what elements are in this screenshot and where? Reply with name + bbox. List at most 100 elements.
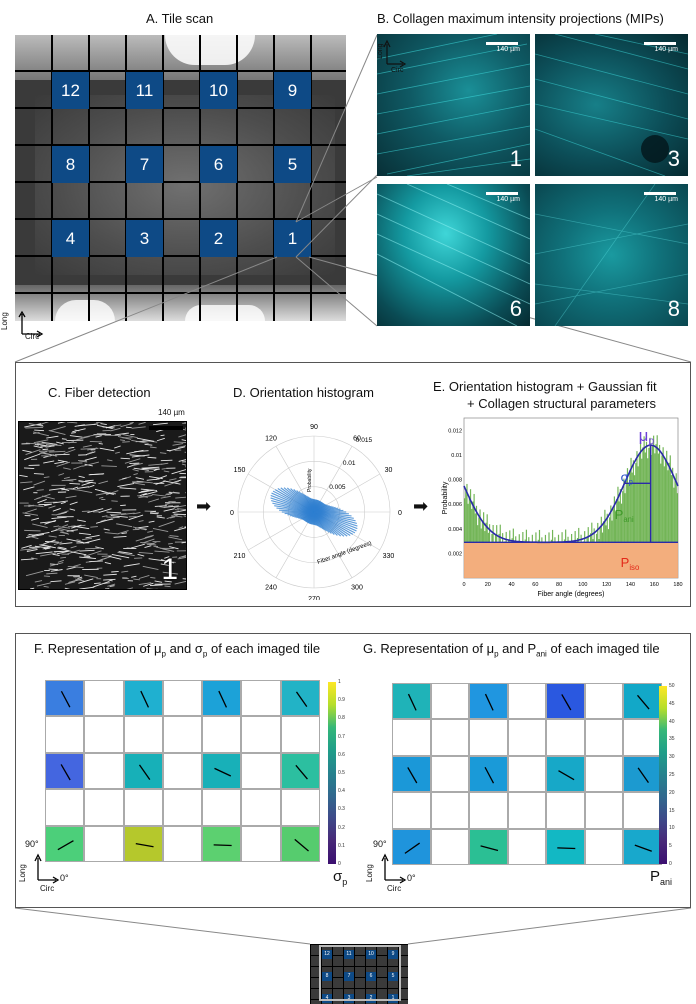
colorbar-tick: 0.8 xyxy=(338,715,345,722)
ani-bar xyxy=(645,441,648,543)
fiber-direction-icon xyxy=(637,694,650,710)
ani-bar xyxy=(483,512,485,543)
ani-bar xyxy=(669,455,671,543)
tile-9[interactable]: 9 xyxy=(274,72,311,109)
tile-3[interactable]: 3 xyxy=(126,220,163,257)
polar-angle-label: 180 xyxy=(230,510,234,517)
ani-bar xyxy=(604,509,606,543)
mip-tile-3: 140 µm 3 xyxy=(535,34,688,176)
tile-map-cell xyxy=(241,680,281,717)
tile-map-cell xyxy=(430,719,470,756)
ani-bar xyxy=(631,472,633,543)
tile-4[interactable]: 4 xyxy=(52,220,89,257)
fiber-direction-icon xyxy=(407,693,417,711)
thumb-tile: 1 xyxy=(388,993,398,1003)
ani-bar xyxy=(537,539,539,543)
x-tick-label: 60 xyxy=(532,582,538,588)
ani-bar xyxy=(625,480,627,543)
thumb-tile: 7 xyxy=(344,971,354,981)
axes-arrow-icon xyxy=(18,310,44,338)
thumb-tile: 8 xyxy=(322,971,332,981)
polar-radial-tick: 0.015 xyxy=(356,437,373,444)
axes-arrow-icon xyxy=(34,853,60,884)
pani-label: Pani xyxy=(650,868,672,887)
ani-bar xyxy=(667,470,669,543)
analysis-box xyxy=(15,362,691,607)
tile-10[interactable]: 10 xyxy=(200,72,237,109)
ani-bar xyxy=(610,505,612,543)
ani-bar xyxy=(670,475,673,543)
tile-map-cell xyxy=(84,680,124,717)
panel-f-sub-p2: p xyxy=(202,649,208,659)
tile-2[interactable]: 2 xyxy=(200,220,237,257)
g-deg-90: 90° xyxy=(373,839,387,849)
ani-bar xyxy=(474,513,476,543)
polar-angle-label: 30 xyxy=(385,467,393,474)
fiber-direction-icon xyxy=(485,693,494,711)
ani-bar xyxy=(464,498,466,543)
tile-7[interactable]: 7 xyxy=(126,146,163,183)
tile-map-cell xyxy=(546,828,585,865)
ani-bar xyxy=(535,532,537,543)
tile-map-cell xyxy=(45,752,85,790)
ani-bar xyxy=(471,508,473,543)
fiber-direction-icon xyxy=(561,694,572,711)
ani-bar xyxy=(551,529,554,543)
ani-bar xyxy=(630,457,632,543)
ani-bar xyxy=(673,487,675,543)
ani-bar xyxy=(538,529,541,543)
ani-bar xyxy=(624,493,626,543)
sigma-label: σp xyxy=(333,868,347,887)
panel-g-letter: G. xyxy=(363,641,377,656)
fiber-direction-icon xyxy=(638,767,650,783)
panel-g-sub-p: p xyxy=(494,649,499,659)
thumb-grid-line xyxy=(310,988,408,989)
ani-bar xyxy=(606,513,608,543)
orientation-chart: 0 20 40 60 80 100 120 140 160 180 0.002 0.004 0.006 0… xyxy=(442,417,683,598)
panel-f-title-mid: and σ xyxy=(169,641,203,656)
ani-bar xyxy=(641,458,643,543)
tile-1[interactable]: 1 xyxy=(274,220,311,257)
mip-axis-circ: Circ xyxy=(391,67,404,74)
tile-map-cell xyxy=(507,719,547,756)
tile-map-cell xyxy=(392,828,431,865)
scale-label: 140 µm xyxy=(654,46,679,53)
ani-bar xyxy=(662,447,664,543)
fiber-direction-icon xyxy=(294,838,309,852)
polar-angle-label: 240 xyxy=(265,584,277,591)
panel-f-title: F. Representation of μp and σp of each i… xyxy=(34,641,320,659)
tile-6[interactable]: 6 xyxy=(200,146,237,183)
ani-bar xyxy=(580,534,582,543)
tile-map-cell xyxy=(241,752,281,790)
gaussian-fit xyxy=(463,444,679,544)
tile-11[interactable]: 11 xyxy=(126,72,163,109)
tile-12[interactable]: 12 xyxy=(52,72,89,109)
ani-bar xyxy=(498,533,500,543)
ani-bar xyxy=(632,460,635,543)
tile-map-cell xyxy=(623,828,662,865)
fiber-detection-image: 1 xyxy=(18,421,187,590)
ani-bar xyxy=(617,486,619,543)
tile-scan-thumbnail: 12 11 10 9 8 7 6 5 4 3 2 1 xyxy=(310,944,408,1004)
ani-bar xyxy=(628,482,630,543)
ani-bar xyxy=(639,443,642,543)
ani-bar xyxy=(629,470,631,543)
mip-number: 1 xyxy=(509,146,522,171)
tile-map-cell xyxy=(162,752,203,790)
fiber-direction-icon xyxy=(214,767,232,777)
tile-map-cell xyxy=(469,683,508,720)
thumb-tile: 12 xyxy=(322,949,332,959)
ani-bar xyxy=(481,520,484,543)
polar-radial-tick: 0.01 xyxy=(343,460,356,467)
ani-bar xyxy=(593,528,595,543)
tile-map-cell xyxy=(469,828,508,865)
colorbar-tick: 0.5 xyxy=(338,770,345,776)
tile-5[interactable]: 5 xyxy=(274,146,311,183)
y-axis-label: Probability xyxy=(442,481,449,514)
polar-angle-label: 150 xyxy=(234,467,246,474)
tile-map-cell xyxy=(162,680,203,717)
polar-angle-label: 60 xyxy=(353,436,361,443)
ani-bar xyxy=(663,466,665,543)
tile-8[interactable]: 8 xyxy=(52,146,89,183)
